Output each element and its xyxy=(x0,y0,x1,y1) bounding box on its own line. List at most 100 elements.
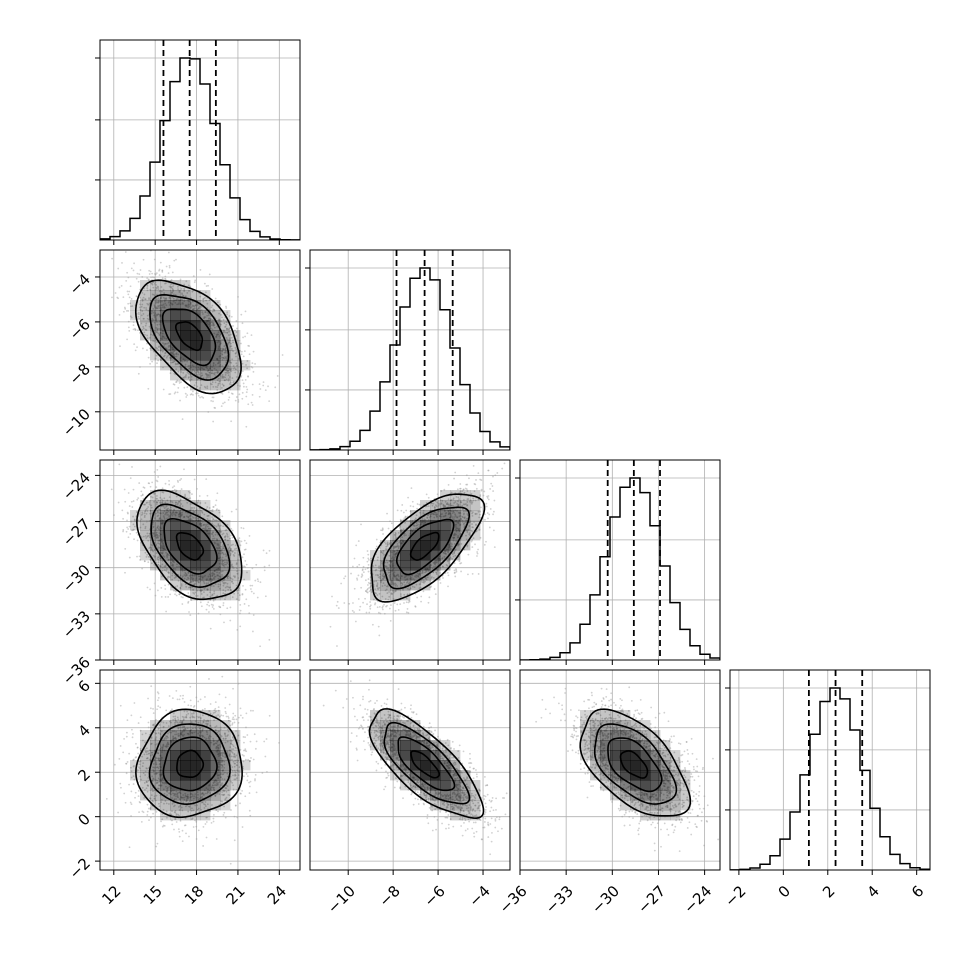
sample-point xyxy=(222,553,225,556)
sample-point xyxy=(234,746,237,749)
sample-point xyxy=(164,346,167,349)
sample-point xyxy=(189,518,192,520)
sample-point xyxy=(201,311,204,314)
sample-point xyxy=(224,347,227,350)
sample-point xyxy=(241,592,244,595)
sample-point xyxy=(177,796,180,799)
sample-point xyxy=(162,355,165,358)
sample-point xyxy=(212,788,215,791)
sample-point xyxy=(189,514,192,517)
sample-point xyxy=(449,556,452,559)
sample-point xyxy=(118,463,121,466)
sample-point xyxy=(216,574,219,577)
sample-point xyxy=(221,551,224,554)
sample-point xyxy=(206,494,209,497)
sample-point xyxy=(224,592,227,595)
sample-point xyxy=(433,508,436,510)
sample-point xyxy=(209,595,212,598)
sample-point xyxy=(164,282,166,285)
sample-point xyxy=(199,589,201,592)
sample-point xyxy=(448,558,451,561)
sample-point xyxy=(229,862,232,865)
sample-point xyxy=(155,772,157,775)
sample-point xyxy=(222,525,224,528)
sample-point xyxy=(217,371,220,374)
sample-point xyxy=(147,506,150,508)
sample-point xyxy=(204,696,206,698)
sample-point xyxy=(228,341,230,344)
sample-point xyxy=(195,304,198,307)
sample-point xyxy=(209,703,212,705)
sample-point xyxy=(156,558,159,560)
density-cell xyxy=(230,550,241,561)
sample-point xyxy=(224,586,227,589)
sample-point xyxy=(486,512,489,514)
sample-point xyxy=(141,663,143,665)
sample-point xyxy=(146,510,149,512)
sample-point xyxy=(444,550,447,553)
sample-point xyxy=(232,367,235,370)
sample-point xyxy=(456,509,458,512)
sample-point xyxy=(192,390,194,393)
sample-point xyxy=(380,569,383,572)
density-cell xyxy=(450,500,461,511)
sample-point xyxy=(233,548,236,551)
sample-point xyxy=(222,384,225,387)
sample-point xyxy=(403,581,406,584)
sample-point xyxy=(180,298,183,301)
sample-point xyxy=(178,290,181,292)
sample-point xyxy=(178,806,180,808)
sample-point xyxy=(165,746,168,749)
sample-point xyxy=(171,501,174,504)
sample-point xyxy=(218,781,221,783)
sample-point xyxy=(266,770,268,773)
sample-point xyxy=(139,303,141,306)
density-cell xyxy=(410,580,421,591)
density-cell xyxy=(190,590,201,601)
sample-point xyxy=(210,321,213,324)
sample-point xyxy=(158,535,161,537)
sample-point xyxy=(493,510,495,513)
sample-point xyxy=(230,345,233,348)
contour-2-0-2 xyxy=(150,503,231,588)
sample-point xyxy=(142,325,145,328)
sample-point xyxy=(390,541,392,544)
sample-point xyxy=(388,559,391,562)
sample-point xyxy=(385,545,388,548)
sample-point xyxy=(159,496,162,499)
density-cell xyxy=(150,490,161,501)
sample-point xyxy=(164,588,167,590)
sample-point xyxy=(188,805,191,808)
sample-point xyxy=(127,310,130,312)
sample-point xyxy=(214,533,217,536)
sample-point xyxy=(175,489,178,492)
sample-point xyxy=(414,528,417,531)
sample-point xyxy=(202,524,205,526)
sample-point xyxy=(225,323,228,326)
sample-point xyxy=(170,500,172,503)
sample-point xyxy=(357,598,360,600)
density-cell xyxy=(230,380,241,391)
sample-point xyxy=(213,578,216,580)
sample-point xyxy=(224,356,227,358)
sample-point xyxy=(227,588,230,591)
sample-point xyxy=(375,545,378,548)
sample-point xyxy=(224,797,227,800)
density-cell xyxy=(180,360,191,371)
sample-point xyxy=(184,493,186,496)
sample-point xyxy=(212,572,215,575)
sample-point xyxy=(153,532,156,535)
sample-point xyxy=(137,769,139,772)
sample-point xyxy=(189,581,192,584)
sample-point xyxy=(216,508,218,510)
sample-point xyxy=(133,538,135,541)
sample-point xyxy=(432,513,435,516)
sample-point xyxy=(152,712,155,714)
sample-point xyxy=(211,574,214,576)
sample-point xyxy=(366,567,369,570)
sample-point xyxy=(167,596,170,598)
sample-point xyxy=(471,523,473,525)
sample-point xyxy=(254,778,256,780)
sample-point xyxy=(163,292,166,295)
sample-point xyxy=(222,375,225,378)
